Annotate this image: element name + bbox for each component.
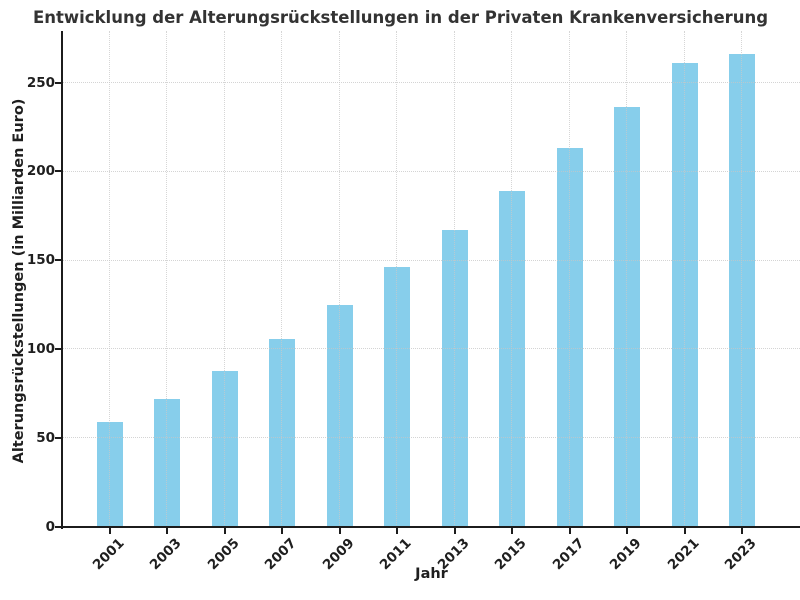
x-tick-mark	[741, 528, 743, 534]
v-gridline	[108, 31, 110, 527]
x-tick-mark	[511, 528, 513, 534]
x-axis-label: Jahr	[415, 566, 448, 582]
y-tick-label: 200	[26, 163, 55, 180]
y-tick-label: 0	[45, 519, 55, 535]
x-tick-mark	[683, 528, 686, 534]
x-tick-mark	[166, 528, 168, 534]
x-tick-mark	[108, 528, 111, 534]
x-tick-mark	[626, 528, 628, 534]
x-tick-mark	[223, 528, 226, 534]
y-tick-mark	[55, 437, 61, 440]
x-tick-mark	[568, 528, 571, 534]
y-tick-label: 100	[26, 341, 55, 358]
h-gridline	[63, 259, 800, 261]
h-gridline	[63, 81, 800, 83]
v-gridline	[683, 31, 685, 527]
v-gridline	[453, 31, 455, 527]
x-tick-mark	[396, 528, 398, 534]
v-gridline	[741, 31, 743, 527]
y-tick-mark	[55, 170, 61, 173]
x-tick-mark	[281, 528, 283, 534]
v-gridline	[396, 31, 398, 527]
y-tick-label: 50	[36, 430, 55, 447]
y-tick-mark	[55, 81, 61, 84]
v-gridline	[626, 31, 628, 527]
y-tick-mark	[55, 526, 61, 528]
y-tick-label: 150	[26, 252, 55, 269]
v-gridline	[281, 31, 283, 527]
chart-title: Entwicklung der Alterungsrückstellungen …	[33, 8, 769, 27]
y-tick-mark	[55, 348, 61, 351]
h-gridline	[63, 437, 800, 439]
h-gridline	[63, 348, 800, 350]
v-gridline	[166, 31, 168, 527]
y-tick-mark	[55, 259, 61, 262]
y-axis-spine	[61, 31, 63, 529]
x-tick-mark	[453, 528, 456, 534]
v-gridline	[338, 31, 340, 527]
h-gridline	[63, 170, 800, 172]
y-tick-label: 250	[26, 74, 55, 91]
x-axis-spine	[61, 526, 800, 528]
v-gridline	[223, 31, 225, 527]
plot-area	[63, 31, 800, 527]
x-tick-mark	[338, 528, 341, 534]
v-gridline	[568, 31, 570, 527]
v-gridline	[511, 31, 513, 527]
